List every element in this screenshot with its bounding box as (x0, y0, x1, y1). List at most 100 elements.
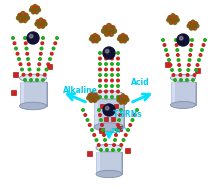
Circle shape (196, 64, 199, 66)
Circle shape (34, 11, 36, 12)
Circle shape (111, 79, 113, 82)
Circle shape (199, 54, 202, 56)
Circle shape (116, 129, 118, 131)
Polygon shape (19, 82, 46, 106)
Circle shape (103, 26, 108, 30)
Circle shape (112, 149, 114, 151)
Circle shape (131, 119, 134, 121)
Circle shape (95, 139, 98, 141)
Circle shape (93, 134, 95, 136)
Circle shape (192, 79, 194, 81)
Circle shape (96, 35, 99, 38)
Circle shape (15, 47, 17, 50)
Polygon shape (96, 152, 122, 174)
Circle shape (178, 69, 181, 71)
Circle shape (100, 119, 102, 121)
Circle shape (105, 96, 107, 98)
Circle shape (91, 92, 95, 95)
Circle shape (121, 94, 125, 98)
Circle shape (120, 35, 122, 36)
Polygon shape (21, 82, 46, 105)
Circle shape (122, 40, 124, 41)
Circle shape (38, 20, 39, 21)
Circle shape (123, 40, 126, 43)
Circle shape (99, 63, 101, 65)
Circle shape (21, 68, 23, 71)
Circle shape (108, 32, 110, 34)
Polygon shape (171, 81, 194, 104)
Circle shape (122, 139, 125, 141)
Circle shape (195, 69, 197, 71)
Circle shape (105, 85, 107, 87)
Circle shape (180, 79, 182, 81)
Circle shape (186, 74, 189, 76)
Circle shape (19, 19, 23, 22)
Circle shape (52, 47, 55, 50)
Circle shape (193, 27, 196, 30)
Circle shape (175, 15, 176, 17)
Circle shape (24, 37, 26, 39)
Circle shape (105, 144, 107, 146)
Circle shape (99, 68, 101, 71)
Circle shape (112, 29, 117, 33)
Circle shape (103, 104, 115, 116)
Circle shape (93, 37, 97, 41)
Circle shape (41, 42, 44, 45)
Ellipse shape (171, 74, 196, 81)
Circle shape (56, 37, 58, 39)
Text: Acid: Acid (131, 78, 150, 87)
Circle shape (35, 22, 39, 26)
Circle shape (91, 96, 95, 100)
Circle shape (29, 74, 32, 76)
Circle shape (121, 98, 125, 102)
Polygon shape (171, 81, 196, 105)
Circle shape (37, 6, 38, 7)
Circle shape (97, 35, 98, 36)
Circle shape (179, 36, 183, 40)
Circle shape (119, 114, 121, 116)
Circle shape (117, 52, 119, 54)
Circle shape (95, 96, 99, 100)
Circle shape (111, 63, 113, 65)
Circle shape (27, 32, 39, 44)
Ellipse shape (19, 74, 46, 82)
Bar (111, 117, 115, 121)
Circle shape (117, 98, 121, 102)
Circle shape (111, 68, 113, 71)
Circle shape (190, 22, 191, 23)
Circle shape (125, 35, 126, 36)
Circle shape (92, 35, 94, 36)
Circle shape (103, 134, 105, 136)
Circle shape (114, 139, 116, 141)
Circle shape (36, 6, 39, 9)
Circle shape (25, 13, 26, 15)
Circle shape (105, 90, 107, 93)
Circle shape (169, 21, 173, 24)
Circle shape (99, 52, 101, 54)
Bar (100, 104, 104, 108)
Circle shape (103, 47, 115, 59)
Circle shape (111, 74, 113, 76)
Polygon shape (97, 152, 121, 173)
Circle shape (105, 26, 107, 27)
Circle shape (87, 96, 90, 100)
Circle shape (111, 57, 113, 60)
Circle shape (171, 18, 175, 22)
Circle shape (107, 29, 111, 33)
Circle shape (177, 54, 179, 56)
Circle shape (26, 53, 28, 55)
Circle shape (189, 49, 192, 51)
Ellipse shape (94, 91, 124, 99)
Circle shape (99, 96, 101, 98)
Circle shape (123, 101, 127, 104)
Circle shape (22, 19, 24, 21)
Circle shape (198, 59, 200, 61)
Circle shape (173, 21, 177, 24)
Circle shape (90, 37, 93, 41)
Circle shape (101, 29, 106, 33)
Circle shape (32, 11, 35, 14)
Circle shape (170, 15, 171, 17)
Circle shape (86, 119, 89, 121)
Circle shape (92, 40, 95, 43)
Circle shape (91, 35, 94, 38)
